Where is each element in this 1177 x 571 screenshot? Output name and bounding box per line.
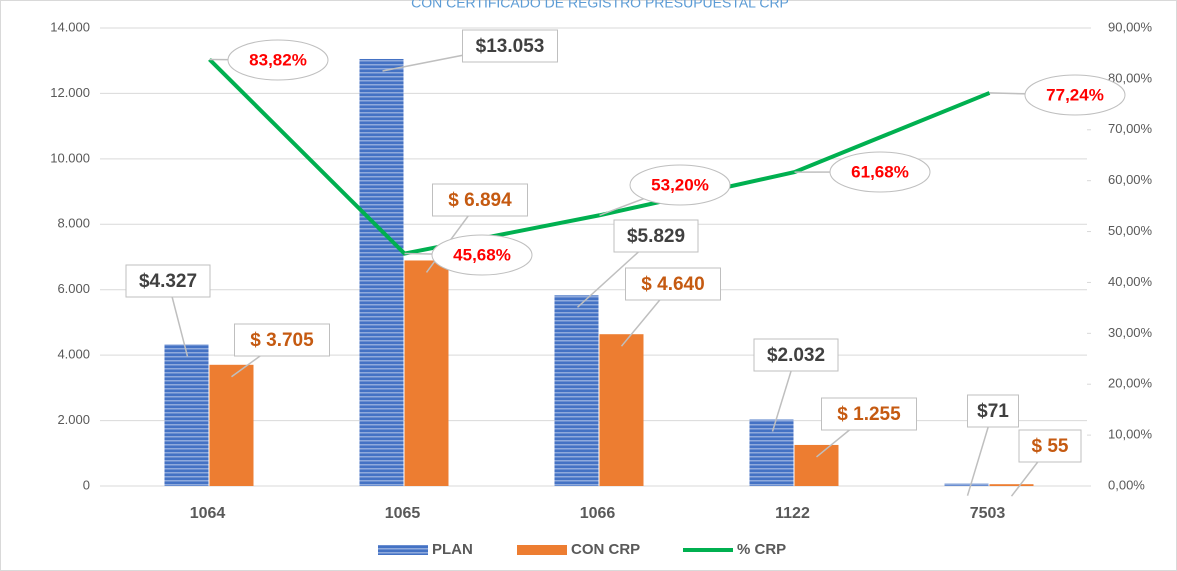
callout-box (125, 264, 211, 298)
callout-bubble (829, 151, 931, 193)
bar (599, 334, 644, 486)
data-label: 61,68% (851, 162, 909, 181)
data-label: 53,20% (651, 175, 709, 194)
callout-bubble (1024, 74, 1126, 116)
y2-tick-label: 30,00% (1108, 325, 1153, 340)
data-label: $ 6.894 (448, 190, 512, 211)
data-label: 83,82% (249, 50, 307, 69)
callout-box (432, 183, 528, 217)
bar (749, 419, 794, 486)
data-label: $ 1.255 (837, 404, 901, 425)
y2-tick-label: 10,00% (1108, 427, 1153, 442)
bar (359, 58, 404, 486)
x-tick-label: 7503 (970, 505, 1006, 522)
bar (164, 344, 209, 486)
legend-label: PLAN (432, 541, 473, 558)
y2-tick-label: 50,00% (1108, 223, 1153, 238)
callout-bubble (227, 39, 329, 81)
bar (209, 364, 254, 486)
data-label: $ 3.705 (250, 330, 314, 351)
x-tick-label: 1064 (190, 505, 226, 522)
y-tick-label: 10.000 (50, 150, 90, 165)
legend-label: % CRP (737, 541, 786, 558)
x-tick-label: 1065 (385, 505, 421, 522)
data-label: 45,68% (453, 245, 511, 264)
y2-tick-label: 40,00% (1108, 274, 1153, 289)
callout-box (625, 267, 721, 301)
data-label: $4.327 (139, 271, 197, 292)
data-label: $5.829 (627, 226, 685, 247)
x-tick-label: 1066 (580, 505, 616, 522)
data-label: $ 55 (1032, 436, 1069, 457)
callout-box (1018, 429, 1082, 463)
y2-tick-label: 0,00% (1108, 477, 1145, 492)
data-label: $ 4.640 (641, 274, 704, 295)
bar (554, 295, 599, 486)
y-tick-label: 6.000 (57, 281, 90, 296)
data-label: $71 (977, 401, 1009, 422)
bar (794, 444, 839, 486)
data-label: $13.053 (476, 36, 545, 57)
callout-box (234, 323, 330, 357)
y2-tick-label: 70,00% (1108, 121, 1153, 136)
y2-tick-label: 60,00% (1108, 172, 1153, 187)
y2-tick-label: 80,00% (1108, 70, 1153, 85)
data-label: $2.032 (767, 345, 825, 366)
callout-bubble (629, 164, 731, 206)
callout-box (821, 397, 917, 431)
bar (404, 260, 449, 486)
chart-title: CON CERTIFICADO DE REGISTRO PRESUPUESTAL… (411, 0, 789, 11)
callout-box (967, 394, 1019, 428)
callout-box (462, 29, 558, 63)
x-tick-label: 1122 (775, 505, 810, 522)
y-tick-label: 4.000 (57, 347, 90, 362)
legend-swatch (517, 545, 567, 555)
legend-swatch (378, 545, 428, 555)
callout-bubble (431, 234, 533, 276)
y-tick-label: 14.000 (50, 19, 90, 34)
callout-box (613, 219, 699, 253)
y2-tick-label: 20,00% (1108, 376, 1153, 391)
y-tick-label: 0 (83, 477, 90, 492)
legend-label: CON CRP (571, 541, 640, 558)
callout-box (753, 338, 839, 372)
bar (944, 483, 989, 486)
y-tick-label: 8.000 (57, 216, 90, 231)
y-tick-label: 2.000 (57, 412, 90, 427)
y-tick-label: 12.000 (50, 85, 90, 100)
data-label: 77,24% (1046, 85, 1104, 104)
bar (989, 484, 1034, 486)
y2-tick-label: 90,00% (1108, 19, 1153, 34)
